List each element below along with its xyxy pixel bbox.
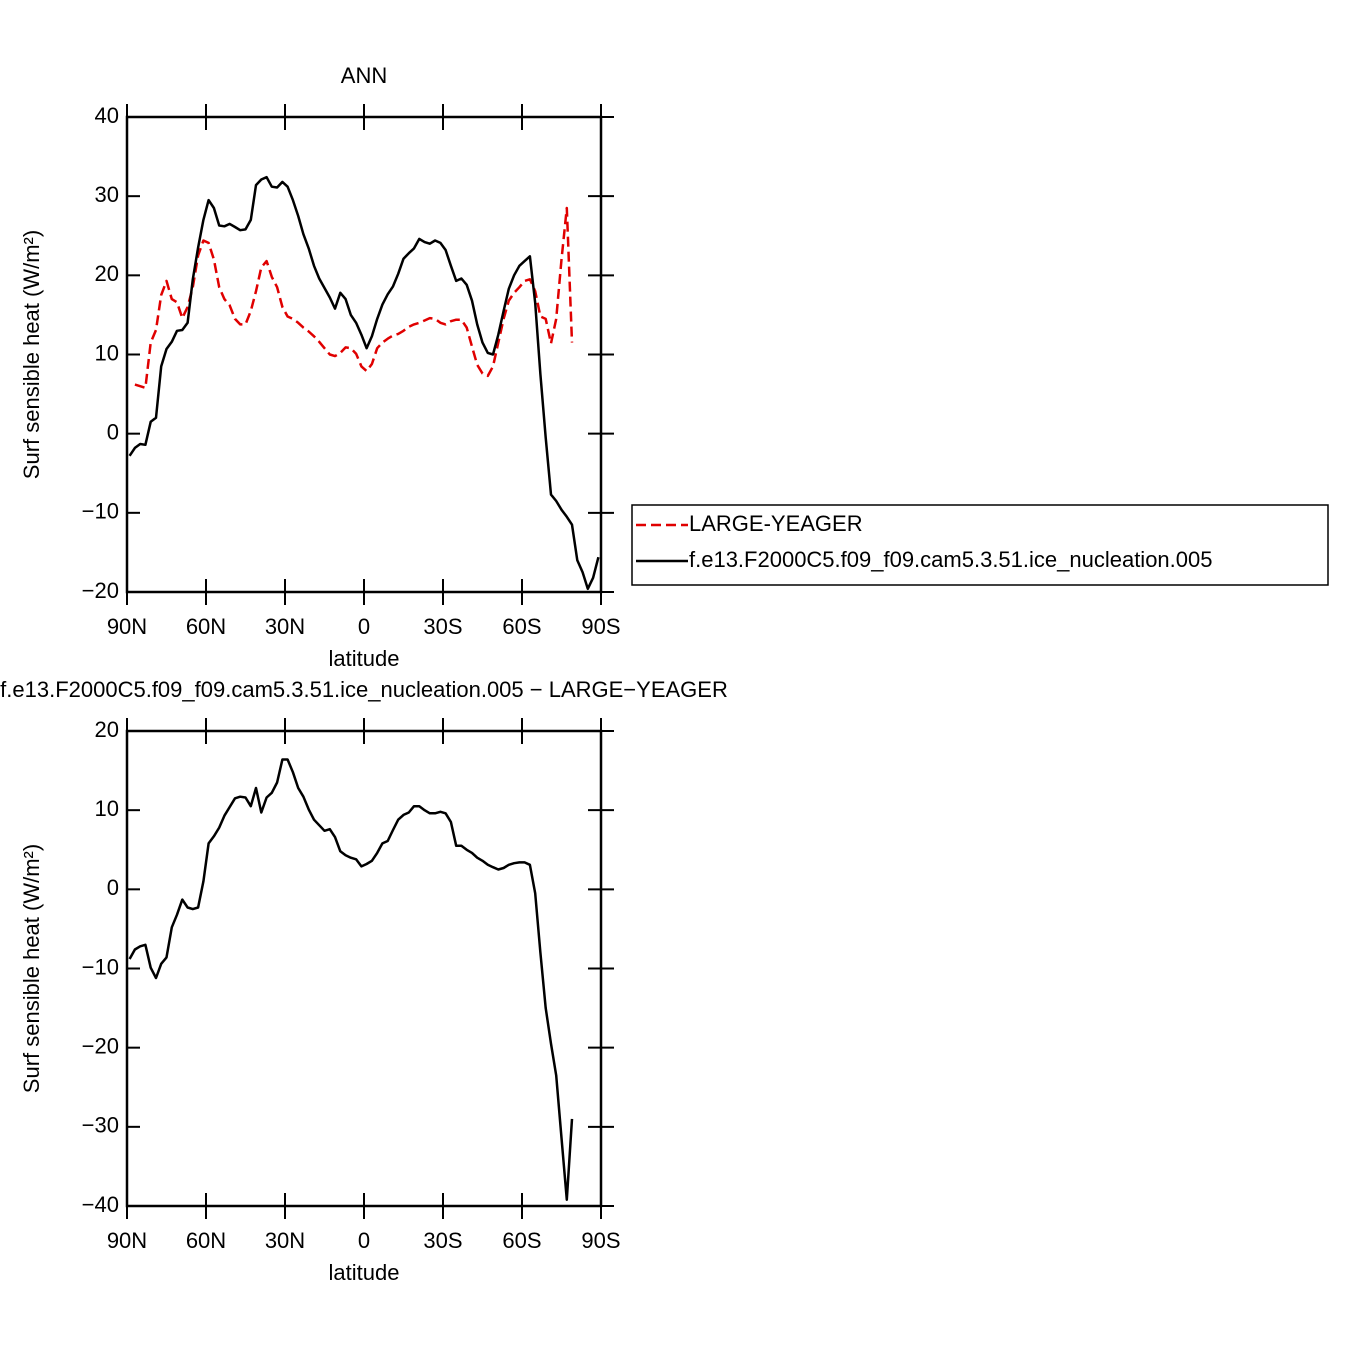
x-tick-label: 60N — [186, 614, 226, 639]
x-tick-label: 60N — [186, 1228, 226, 1253]
series-line — [128, 175, 600, 591]
plot-frame — [125, 115, 603, 594]
y-tick-label: 30 — [95, 182, 119, 207]
x-tick-label: 90N — [107, 614, 147, 639]
y-tick-label: −30 — [82, 1113, 119, 1138]
y-tick-label: 10 — [95, 340, 119, 365]
y-tick-label: 20 — [95, 717, 119, 742]
y-tick-label: 0 — [107, 875, 119, 900]
y-tick-label: −20 — [82, 578, 119, 603]
x-tick-label: 30S — [423, 1228, 462, 1253]
y-tick-label: 10 — [95, 796, 119, 821]
legend-label: f.e13.F2000C5.f09_f09.cam5.3.51.ice_nucl… — [689, 547, 1213, 572]
y-axis-label: Surf sensible heat (W/m²) — [19, 844, 44, 1093]
y-tick-label: −10 — [82, 499, 119, 524]
y-tick-label: −40 — [82, 1192, 119, 1217]
x-tick-label: 30N — [265, 1228, 305, 1253]
x-tick-label: 60S — [502, 614, 541, 639]
x-tick-label: 0 — [358, 614, 370, 639]
y-tick-label: 0 — [107, 419, 119, 444]
y-tick-label: −10 — [82, 954, 119, 979]
x-tick-label: 90S — [581, 1228, 620, 1253]
chart-title: ANN — [341, 63, 387, 88]
legend-box — [631, 504, 1329, 586]
series-line — [128, 758, 574, 1201]
y-tick-label: 20 — [95, 261, 119, 286]
y-axis-label: Surf sensible heat (W/m²) — [19, 230, 44, 479]
x-axis-label: latitude — [329, 646, 400, 671]
x-axis-label: latitude — [329, 1260, 400, 1285]
x-tick-label: 90S — [581, 614, 620, 639]
series-line — [134, 206, 574, 390]
y-tick-label: 40 — [95, 103, 119, 128]
x-tick-label: 30N — [265, 614, 305, 639]
x-tick-label: 30S — [423, 614, 462, 639]
chart-title: f.e13.F2000C5.f09_f09.cam5.3.51.ice_nucl… — [0, 677, 728, 702]
x-tick-label: 60S — [502, 1228, 541, 1253]
legend-label: LARGE-YEAGER — [689, 511, 863, 536]
x-tick-label: 0 — [358, 1228, 370, 1253]
x-tick-label: 90N — [107, 1228, 147, 1253]
plot-frame — [125, 729, 603, 1208]
y-tick-label: −20 — [82, 1033, 119, 1058]
